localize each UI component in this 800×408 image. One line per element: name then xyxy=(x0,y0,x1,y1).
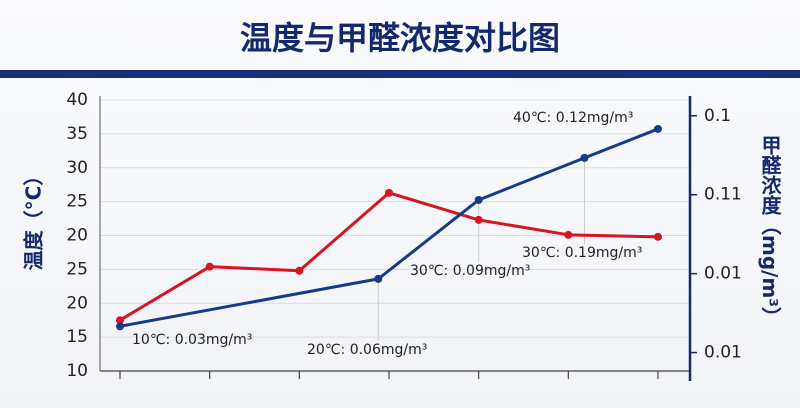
series-line xyxy=(119,127,659,328)
point xyxy=(654,124,662,133)
y2-tick-label: 0.1 xyxy=(704,106,731,126)
point xyxy=(474,215,483,224)
title-band xyxy=(0,70,800,78)
point xyxy=(116,316,124,325)
point xyxy=(116,322,124,331)
point xyxy=(580,153,589,162)
point xyxy=(374,274,383,283)
y-tick-label: 10 xyxy=(66,361,88,381)
annotation: 30℃: 0.09mg/m³ xyxy=(410,263,530,279)
point xyxy=(654,232,662,241)
y-tick-label: 20 xyxy=(66,226,88,246)
y2-tick-label: 0.01 xyxy=(704,343,742,363)
annotation: 40℃: 0.12mg/m³ xyxy=(513,110,633,126)
y-axis-label: 温度（°C） xyxy=(21,165,46,271)
y-tick-label: 30 xyxy=(66,158,88,178)
y-tick-label: 20 xyxy=(66,293,88,313)
y2-axis-label: 甲醛浓度（mg/m³） xyxy=(758,135,782,328)
point xyxy=(564,230,573,239)
point xyxy=(474,195,483,204)
annotation: 10℃: 0.03mg/m³ xyxy=(132,332,252,348)
point xyxy=(295,266,304,275)
y-tick-label: 25 xyxy=(66,192,88,212)
y-tick-label: 35 xyxy=(66,124,88,144)
y-tick-label: 25 xyxy=(66,259,88,279)
point xyxy=(205,262,214,271)
point xyxy=(385,188,393,197)
y-tick-label: 40 xyxy=(66,90,88,110)
y2-tick-label: 0.01 xyxy=(704,264,742,284)
annotation: 30℃: 0.19mg/m³ xyxy=(522,245,642,261)
y-tick-label: 15 xyxy=(66,327,88,347)
chart-title: 温度与甲醛浓度对比图 xyxy=(240,19,560,57)
y2-tick-label: 0.11 xyxy=(704,185,742,205)
annotation: 20℃: 0.06mg/m³ xyxy=(307,342,427,358)
